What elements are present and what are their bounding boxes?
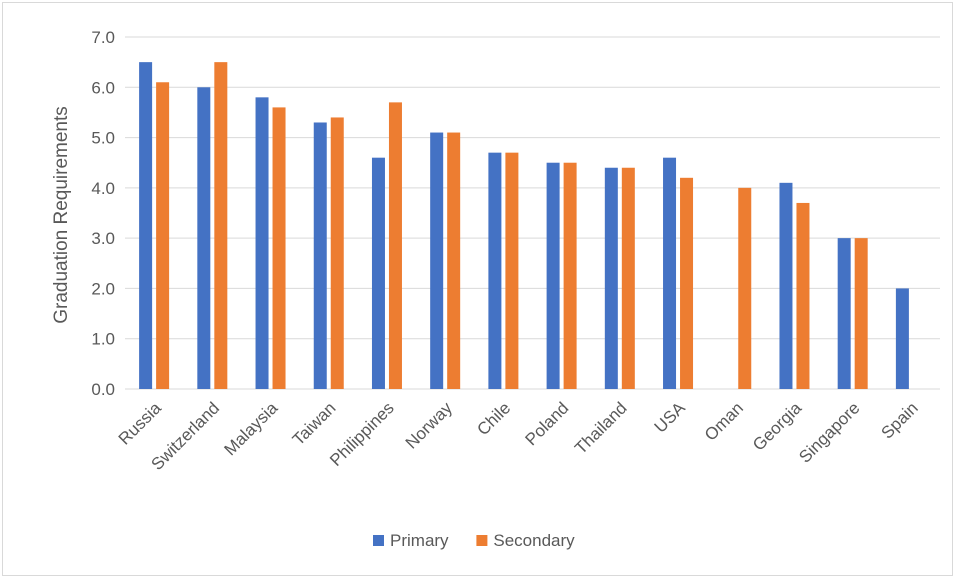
y-tick-label: 1.0 [91, 330, 115, 349]
bar-primary-switzerland [197, 87, 211, 390]
y-tick-label: 5.0 [91, 129, 115, 148]
x-tick-label: Philippines [326, 398, 398, 470]
x-tick-label: Singapore [795, 398, 863, 466]
bar-primary-thailand [604, 167, 618, 389]
bar-primary-chile [488, 152, 502, 389]
bar-secondary-usa [680, 177, 694, 389]
x-tick-label: Malaysia [220, 398, 281, 459]
legend: Primary Secondary [373, 531, 575, 550]
y-axis-label: Graduation Requirements [51, 106, 72, 324]
bar-primary-poland [546, 162, 560, 389]
x-tick-label: Oman [701, 398, 747, 444]
bar-secondary-georgia [796, 202, 810, 389]
bar-secondary-singapore [854, 238, 868, 389]
bar-secondary-russia [156, 82, 170, 389]
bar-secondary-switzerland [214, 62, 228, 390]
bar-primary-georgia [779, 182, 793, 389]
bar-secondary-thailand [621, 167, 635, 389]
bars [139, 62, 909, 390]
y-tick-label: 6.0 [91, 78, 115, 97]
y-tick-label: 0.0 [91, 380, 115, 399]
bar-secondary-norway [447, 132, 461, 390]
bar-secondary-taiwan [330, 117, 344, 389]
x-tick-label: Norway [402, 398, 457, 453]
bar-primary-spain [895, 288, 909, 389]
x-tick-label: Georgia [749, 398, 806, 455]
x-tick-label: Thailand [571, 398, 631, 458]
bar-secondary-malaysia [272, 107, 286, 390]
x-tick-label: Spain [878, 398, 922, 442]
bar-primary-norway [430, 132, 444, 390]
legend-swatch-primary [373, 535, 384, 546]
x-tick-label: Chile [473, 398, 514, 439]
gridlines [125, 36, 940, 390]
bar-secondary-oman [738, 187, 752, 389]
x-tick-label: USA [651, 398, 690, 437]
bar-primary-russia [139, 62, 153, 390]
x-tick-label: Russia [115, 398, 166, 449]
y-tick-label: 7.0 [91, 28, 115, 47]
x-tick-label: Taiwan [289, 398, 340, 449]
bar-secondary-chile [505, 152, 519, 389]
bar-primary-malaysia [255, 97, 269, 389]
bar-chart: 0.0 1.0 2.0 3.0 4.0 5.0 6.0 7.0 RussiaSwitzerla… [51, 28, 940, 550]
y-tick-label: 3.0 [91, 229, 115, 248]
y-tick-label: 2.0 [91, 279, 115, 298]
bar-primary-usa [663, 157, 677, 389]
bar-primary-singapore [837, 238, 851, 389]
y-tick-labels: 0.0 1.0 2.0 3.0 4.0 5.0 6.0 7.0 [91, 28, 115, 399]
bar-secondary-philippines [388, 102, 402, 389]
legend-label-secondary: Secondary [493, 531, 575, 550]
legend-label-primary: Primary [390, 531, 449, 550]
bar-primary-taiwan [313, 122, 327, 389]
legend-swatch-secondary [476, 535, 488, 546]
y-tick-label: 4.0 [91, 179, 115, 198]
x-tick-label: Poland [522, 398, 573, 449]
bar-primary-philippines [371, 157, 385, 389]
bar-secondary-poland [563, 162, 577, 389]
